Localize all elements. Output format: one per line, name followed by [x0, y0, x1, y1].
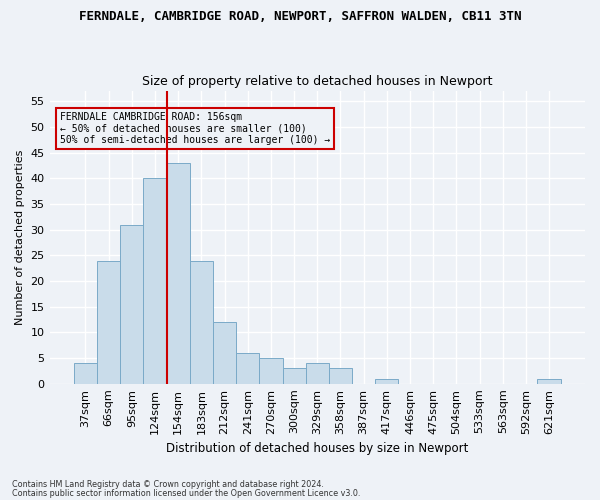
Bar [283, 368, 305, 384]
Bar [97, 260, 120, 384]
X-axis label: Distribution of detached houses by size in Newport: Distribution of detached houses by size … [166, 442, 469, 455]
Text: FERNDALE CAMBRIDGE ROAD: 156sqm
← 50% of detached houses are smaller (100)
50% o: FERNDALE CAMBRIDGE ROAD: 156sqm ← 50% of… [60, 112, 331, 144]
Bar [120, 224, 143, 384]
Bar [259, 358, 283, 384]
Bar [213, 322, 236, 384]
Bar [375, 378, 398, 384]
Bar [167, 163, 190, 384]
Text: FERNDALE, CAMBRIDGE ROAD, NEWPORT, SAFFRON WALDEN, CB11 3TN: FERNDALE, CAMBRIDGE ROAD, NEWPORT, SAFFR… [79, 10, 521, 23]
Bar [305, 364, 329, 384]
Bar [190, 260, 213, 384]
Text: Contains public sector information licensed under the Open Government Licence v3: Contains public sector information licen… [12, 489, 361, 498]
Text: Contains HM Land Registry data © Crown copyright and database right 2024.: Contains HM Land Registry data © Crown c… [12, 480, 324, 489]
Y-axis label: Number of detached properties: Number of detached properties [15, 150, 25, 325]
Bar [74, 364, 97, 384]
Bar [329, 368, 352, 384]
Bar [236, 353, 259, 384]
Bar [538, 378, 560, 384]
Bar [143, 178, 167, 384]
Title: Size of property relative to detached houses in Newport: Size of property relative to detached ho… [142, 76, 493, 88]
